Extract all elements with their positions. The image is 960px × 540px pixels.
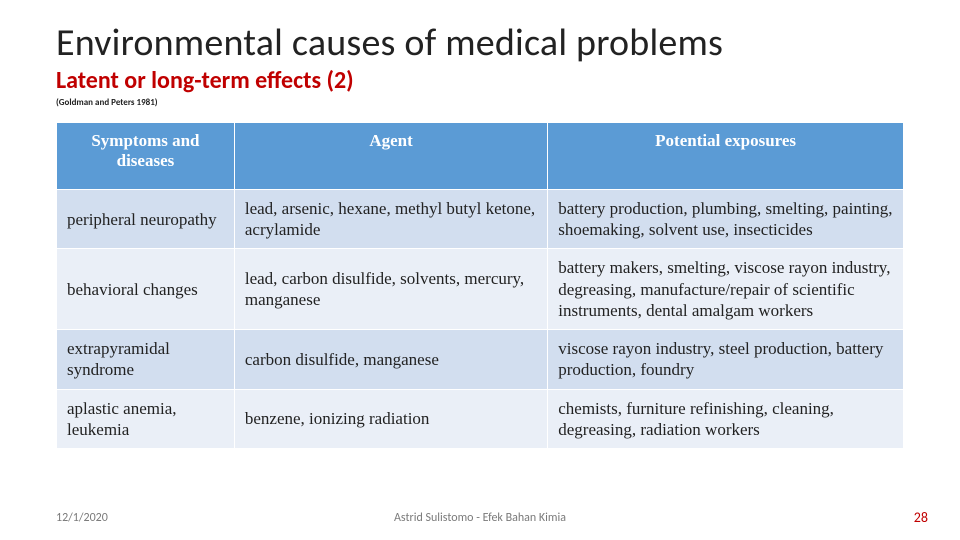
footer: 12/1/2020 Astrid Sulistomo - Efek Bahan …: [0, 509, 960, 526]
col-header-symptoms: Symptoms and diseases: [57, 122, 235, 189]
cell-symptom: aplastic anemia, leukemia: [57, 389, 235, 449]
effects-table: Symptoms and diseases Agent Potential ex…: [56, 122, 904, 449]
table-row: behavioral changes lead, carbon disulfid…: [57, 249, 904, 330]
footer-date: 12/1/2020: [56, 511, 108, 525]
footer-center: Astrid Sulistomo - Efek Bahan Kimia: [394, 511, 566, 525]
cell-agent: carbon disulfide, manganese: [234, 330, 547, 390]
cell-agent: benzene, ionizing radiation: [234, 389, 547, 449]
cell-symptom: behavioral changes: [57, 249, 235, 330]
cell-exposure: battery production, plumbing, smelting, …: [548, 189, 904, 249]
footer-page-number: 28: [914, 509, 928, 526]
page-subtitle: Latent or long-term effects (2): [56, 66, 904, 95]
cell-exposure: viscose rayon industry, steel production…: [548, 330, 904, 390]
table-row: aplastic anemia, leukemia benzene, ioniz…: [57, 389, 904, 449]
col-header-exposures: Potential exposures: [548, 122, 904, 189]
page-title: Environmental causes of medical problems: [56, 24, 904, 64]
cell-symptom: extrapyramidal syndrome: [57, 330, 235, 390]
cell-symptom: peripheral neuropathy: [57, 189, 235, 249]
col-header-agent: Agent: [234, 122, 547, 189]
cell-agent: lead, carbon disulfide, solvents, mercur…: [234, 249, 547, 330]
cell-agent: lead, arsenic, hexane, methyl butyl keto…: [234, 189, 547, 249]
citation: (Goldman and Peters 1981): [56, 97, 904, 108]
table-row: extrapyramidal syndrome carbon disulfide…: [57, 330, 904, 390]
table-row: peripheral neuropathy lead, arsenic, hex…: [57, 189, 904, 249]
cell-exposure: battery makers, smelting, viscose rayon …: [548, 249, 904, 330]
cell-exposure: chemists, furniture refinishing, cleanin…: [548, 389, 904, 449]
